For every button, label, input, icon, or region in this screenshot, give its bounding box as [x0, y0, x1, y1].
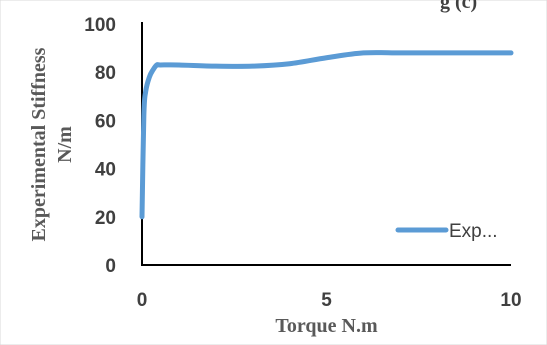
x-tick-labels: 0 5 10 [137, 290, 522, 311]
y-axis-title-line1: Experimental Stiffness [28, 47, 50, 241]
header-fragment: g (c) [440, 0, 477, 13]
y-tick-label: 40 [95, 160, 116, 181]
x-tick-label: 0 [137, 290, 148, 311]
y-tick-label: 60 [95, 111, 116, 132]
series-line [139, 50, 514, 220]
legend: Exp... [395, 221, 498, 242]
y-axis-title-line2: N/m [54, 126, 76, 163]
y-tick-labels: 0 20 40 60 80 100 [84, 15, 116, 277]
y-tick-label: 20 [95, 208, 116, 229]
x-tick-label: 5 [321, 290, 332, 311]
x-axis-title: Torque N.m [275, 315, 378, 337]
series-group [139, 50, 514, 220]
x-tick-label: 10 [500, 290, 521, 311]
y-tick-label: 0 [105, 256, 116, 277]
y-axis-title: Experimental Stiffness N/m [28, 47, 76, 241]
y-tick-label: 80 [95, 63, 116, 84]
legend-label: Exp... [449, 221, 498, 242]
y-tick-label: 100 [84, 15, 116, 36]
